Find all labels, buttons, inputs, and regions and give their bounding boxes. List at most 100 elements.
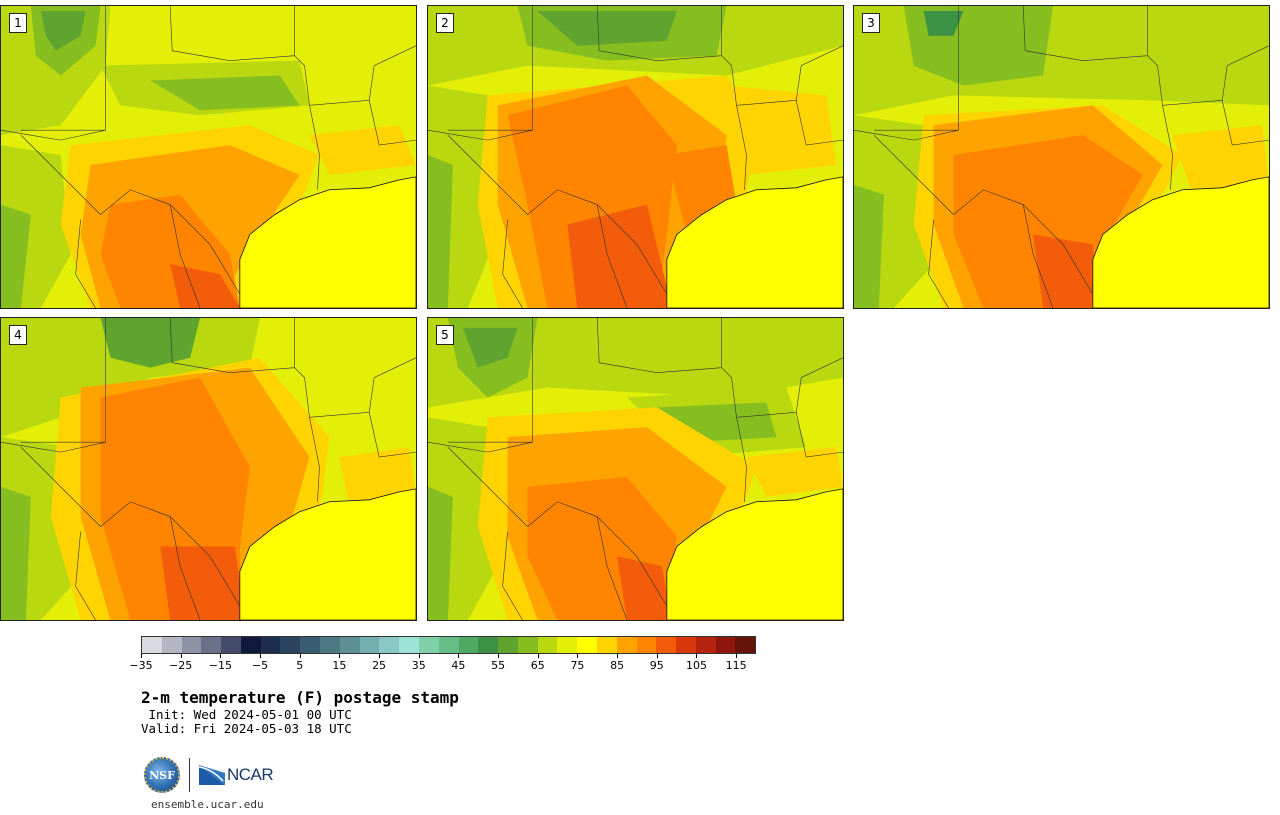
gulf-of-mexico <box>1092 176 1269 308</box>
colorbar-tick-label: −25 <box>169 659 193 672</box>
state-border <box>20 446 241 607</box>
colorbar-segment <box>557 637 578 653</box>
colorbar-tick-label: 105 <box>685 659 707 672</box>
temperature-region <box>329 6 416 165</box>
temperature-region <box>428 155 453 308</box>
state-border <box>736 412 843 458</box>
colorbar-tick <box>656 654 658 658</box>
colorbar-tick-label: 85 <box>610 659 625 672</box>
member-label-1: 1 <box>9 13 27 33</box>
colorbar-segment <box>201 637 222 653</box>
colorbar-tick <box>339 654 341 658</box>
state-border <box>169 204 201 308</box>
temperature-colorbar <box>141 636 756 654</box>
colorbar-tick <box>736 654 738 658</box>
colorbar-segment <box>676 637 696 653</box>
temperature-map-2 <box>428 6 843 308</box>
temperature-map-4 <box>1 318 416 620</box>
gulf-of-mexico <box>666 176 843 308</box>
colorbar-tick-label: 115 <box>725 659 747 672</box>
state-border <box>20 6 106 131</box>
colorbar-tick-label: 15 <box>332 659 347 672</box>
colorbar-tick <box>577 654 579 658</box>
colorbar-tick <box>498 654 500 658</box>
colorbar-segment <box>418 637 439 653</box>
temperature-region <box>40 10 86 51</box>
temperature-map-1 <box>1 6 416 308</box>
state-border <box>75 531 96 620</box>
state-border <box>1 441 106 453</box>
colorbar-tick <box>379 654 381 658</box>
state-border <box>502 531 523 620</box>
state-border <box>169 516 201 620</box>
colorbar-tick-label: −15 <box>208 659 232 672</box>
state-border <box>1 129 106 141</box>
init-time: Init: Wed 2024-05-01 00 UTC <box>141 707 352 722</box>
state-border <box>447 134 668 295</box>
state-border <box>1221 45 1269 101</box>
state-border <box>795 45 843 101</box>
colorbar-tick <box>260 654 262 658</box>
temperature-region <box>339 447 416 507</box>
state-border <box>502 219 523 308</box>
gulf-of-mexico <box>239 488 416 620</box>
state-border <box>309 412 416 458</box>
member-label-3: 3 <box>862 13 880 33</box>
footer-url: ensemble.ucar.edu <box>151 798 264 811</box>
member-label-5: 5 <box>436 325 454 345</box>
state-border <box>596 318 722 373</box>
state-border <box>596 6 722 61</box>
colorbar-tick <box>299 654 301 658</box>
logo-area: NSF NCAR <box>144 756 274 794</box>
temperature-region <box>1172 125 1269 195</box>
colorbar-segment <box>596 637 617 653</box>
colorbar-tick-label: 75 <box>570 659 585 672</box>
ensemble-panel-3: 3 <box>853 5 1270 309</box>
temperature-region <box>923 10 964 36</box>
temperature-map-3 <box>854 6 1269 308</box>
state-border <box>1022 6 1148 61</box>
temperature-region <box>1 486 31 620</box>
colorbar-tick-label: 45 <box>451 659 466 672</box>
ensemble-panel-5: 5 <box>427 317 844 621</box>
colorbar-tick <box>617 654 619 658</box>
colorbar-tick <box>220 654 222 658</box>
colorbar-tick-label: 35 <box>411 659 426 672</box>
valid-time: Valid: Fri 2024-05-03 18 UTC <box>141 721 352 736</box>
temperature-region <box>309 125 416 175</box>
colorbar-segment <box>656 637 677 653</box>
colorbar-tick-label: 25 <box>372 659 387 672</box>
colorbar-segment <box>577 637 597 653</box>
ensemble-panel-2: 2 <box>427 5 844 309</box>
colorbar-segment <box>280 637 301 653</box>
state-border <box>368 357 416 413</box>
colorbar-tick <box>180 654 182 658</box>
colorbar-tick <box>458 654 460 658</box>
colorbar-ticks: −35 −25 −15 −5 5 15 25 35 45 55 65 75 85 95 105 115 <box>129 654 756 672</box>
colorbar-segment <box>498 637 518 653</box>
colorbar-segment <box>517 637 538 653</box>
colorbar-segment <box>616 637 637 653</box>
state-border <box>169 6 295 61</box>
temperature-region <box>100 318 201 368</box>
colorbar-segment <box>181 637 202 653</box>
colorbar-segment <box>399 637 419 653</box>
state-border <box>873 134 1094 295</box>
colorbar-segment <box>221 637 241 653</box>
temperature-region <box>1033 234 1098 308</box>
state-border <box>428 441 533 453</box>
temperature-region <box>726 85 837 175</box>
colorbar-segment <box>458 637 479 653</box>
temperature-map-5 <box>428 318 843 620</box>
colorbar-segment <box>478 637 499 653</box>
colorbar-segment <box>161 637 182 653</box>
member-label-4: 4 <box>9 325 27 345</box>
colorbar-segment <box>438 637 459 653</box>
colorbar-tick-label: 55 <box>491 659 506 672</box>
ncar-logo-icon <box>199 765 225 785</box>
colorbar-tick <box>141 654 142 658</box>
colorbar-segment <box>339 637 360 653</box>
colorbar-tick <box>696 654 698 658</box>
colorbar-segment <box>636 637 657 653</box>
colorbar-segment <box>320 637 340 653</box>
